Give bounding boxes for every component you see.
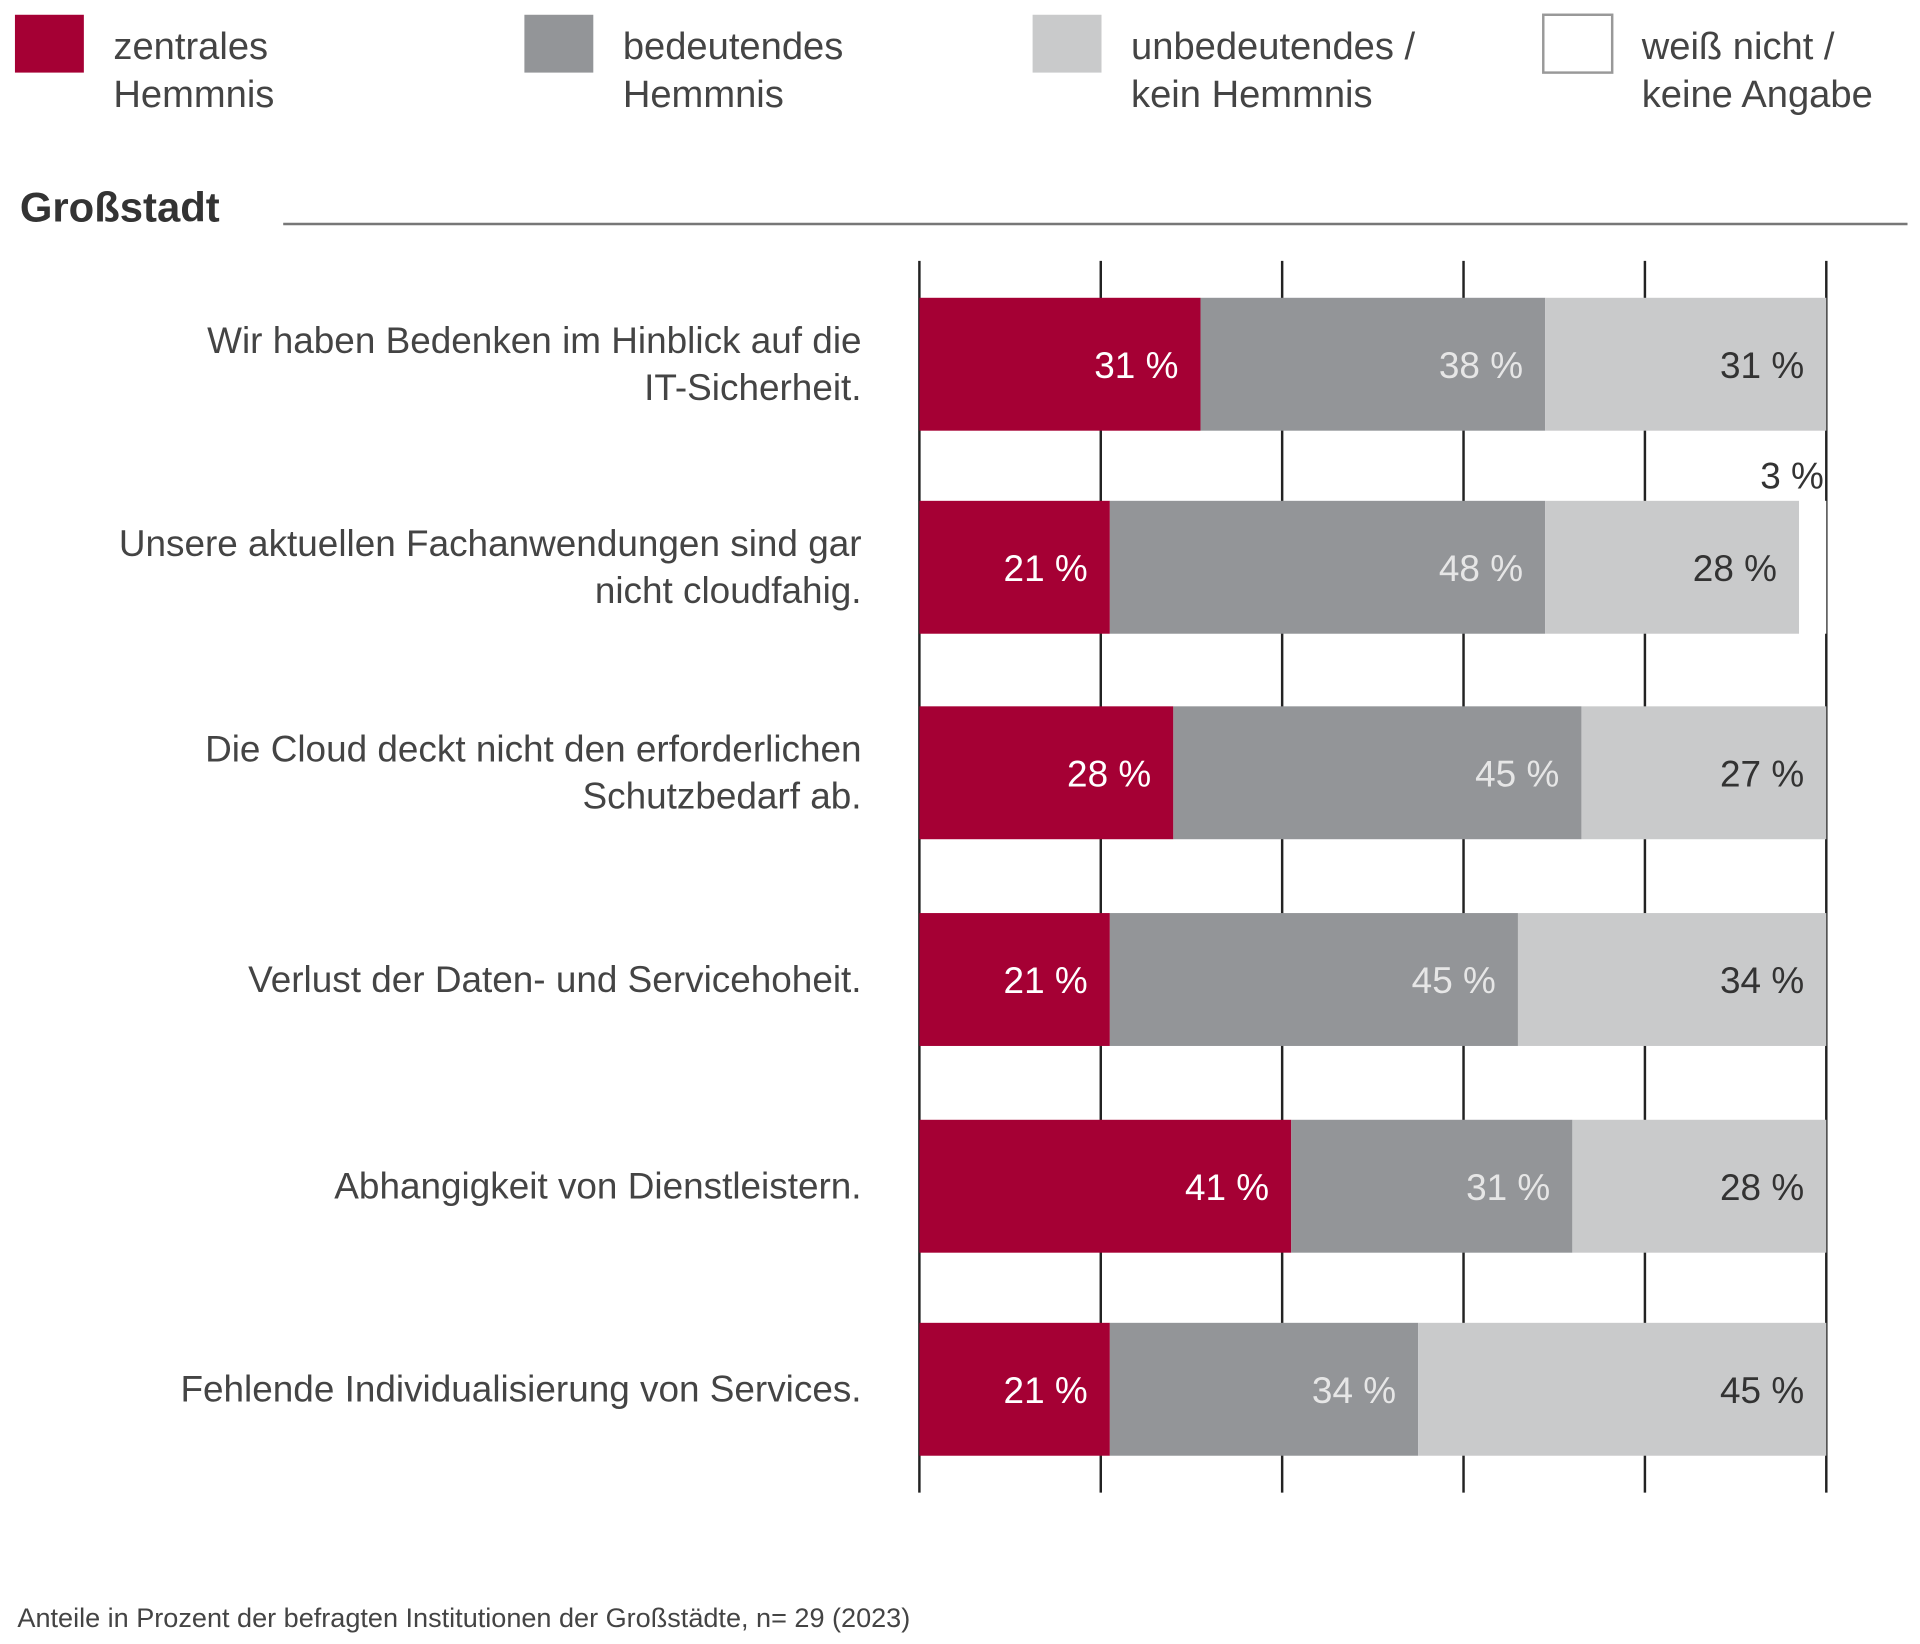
bar-segment [919, 913, 1110, 1046]
data-label: 28 % [1693, 548, 1777, 589]
bar-segment [1200, 297, 1546, 431]
bar-segment [919, 297, 1201, 431]
legend-label: kein Hemmnis [1131, 73, 1373, 116]
bar-segment [1572, 1119, 1827, 1253]
legend-label: bedeutendes [623, 25, 844, 68]
bar-segment [1109, 913, 1518, 1046]
category-label: nicht cloudfahig. [595, 570, 862, 611]
bar-segment [1173, 706, 1582, 840]
category-label: Fehlende Individualisierung von Services… [180, 1369, 861, 1410]
bar-segment [1545, 500, 1800, 634]
bar-segment [1517, 913, 1827, 1046]
category-label: Schutzbedarf ab. [583, 775, 862, 816]
data-label: 34 % [1720, 960, 1804, 1001]
data-label: 38 % [1439, 345, 1523, 386]
data-label: 45 % [1475, 753, 1559, 794]
bars: 31 % 38 % 31 % 21 % 48 % 28 % 3 % 28 % 45 % 27 % 2… [919, 297, 1827, 1456]
data-label: 31 % [1720, 345, 1804, 386]
category-labels: Wir haben Bedenken im Hinblick auf die IT… [119, 320, 862, 1409]
legend-label: Hemmnis [113, 73, 274, 116]
category-label: Verlust der Daten- und Servicehoheit. [248, 959, 861, 1000]
legend: zentrales Hemmnis bedeutendes Hemmnis unbede… [14, 13, 1873, 116]
data-label: 48 % [1439, 548, 1523, 589]
chart-title: Großstadt [20, 183, 220, 230]
legend-label: keine Angabe [1642, 73, 1873, 116]
bar-segment [919, 500, 1110, 634]
category-label: Wir haben Bedenken im Hinblick auf die [207, 320, 861, 361]
category-label: Die Cloud deckt nicht den erforderlichen [205, 729, 861, 770]
data-label: 21 % [1004, 1370, 1088, 1411]
bar-segment [1109, 1322, 1419, 1456]
legend-label: Hemmnis [623, 73, 784, 116]
bar-segment [919, 1119, 1292, 1253]
category-label: Abhangigkeit von Dienstleistern. [334, 1166, 861, 1207]
bar-segment [1291, 1119, 1573, 1253]
data-label: 31 % [1466, 1167, 1550, 1208]
gridlines [918, 260, 1828, 1493]
data-label: 41 % [1185, 1167, 1269, 1208]
category-label: Unsere aktuellen Fachanwendungen sind ga… [119, 523, 862, 564]
data-label: 45 % [1412, 960, 1496, 1001]
data-label: 31 % [1094, 345, 1178, 386]
legend-swatch [1542, 13, 1614, 74]
bar-segment [1799, 500, 1827, 634]
data-label: 21 % [1004, 960, 1088, 1001]
data-label: 28 % [1067, 753, 1151, 794]
bar-segment [1581, 706, 1827, 840]
data-label: 3 % [1760, 456, 1824, 497]
bar-segment [1109, 500, 1546, 634]
footnote: Anteile in Prozent der befragten Institu… [17, 1602, 910, 1633]
data-label: 28 % [1720, 1167, 1804, 1208]
legend-label: weiß nicht / [1641, 25, 1835, 68]
data-label: 45 % [1720, 1370, 1804, 1411]
legend-label: zentrales [113, 25, 268, 68]
legend-swatch [14, 14, 84, 73]
bar-segment [919, 1322, 1110, 1456]
data-label: 27 % [1720, 753, 1804, 794]
bar-segment [1545, 297, 1827, 431]
data-label: 34 % [1312, 1370, 1396, 1411]
data-label: 21 % [1004, 548, 1088, 589]
legend-swatch [524, 14, 594, 73]
category-label: IT-Sicherheit. [644, 367, 861, 408]
legend-label: unbedeutendes / [1131, 25, 1415, 68]
bar-segment [1418, 1322, 1827, 1456]
legend-swatch [1032, 14, 1102, 73]
bar-segment [919, 706, 1174, 840]
